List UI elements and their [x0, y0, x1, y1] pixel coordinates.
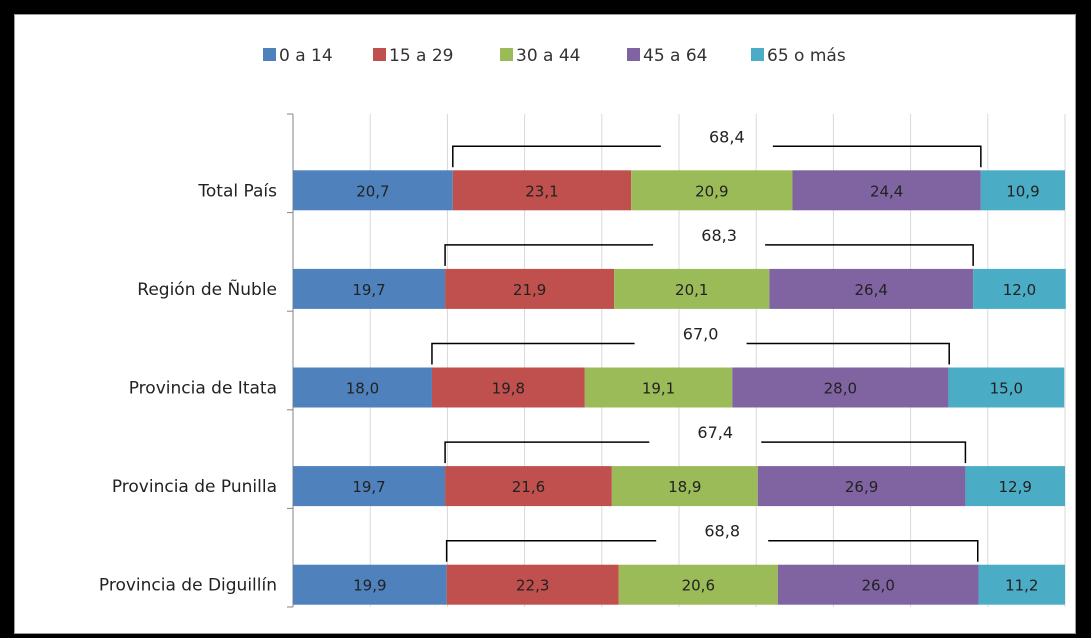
bracket-label-total-pais: 68,4 — [709, 127, 745, 146]
category-label-total-pais: Total País — [197, 181, 277, 201]
bracket-label-region-de-nuble: 68,3 — [701, 226, 737, 245]
data-label-provincia-de-itata-65-o-mas: 15,0 — [990, 380, 1023, 398]
bracket-label-provincia-de-itata: 67,0 — [683, 325, 719, 344]
bar-provincia-de-punilla-65-o-mas — [965, 466, 1065, 507]
data-label-total-pais-0-a-14: 20,7 — [356, 182, 389, 200]
data-label-region-de-nuble-0-a-14: 19,7 — [352, 281, 385, 299]
data-label-region-de-nuble-15-a-29: 21,9 — [513, 281, 546, 299]
data-label-provincia-de-diguillin-0-a-14: 19,9 — [353, 577, 386, 595]
bracket-left-provincia-de-itata — [431, 342, 635, 365]
bar-total-pais-45-a-64 — [792, 170, 981, 211]
data-label-provincia-de-diguillin-45-a-64: 26,0 — [861, 577, 894, 595]
data-label-provincia-de-diguillin-30-a-44: 20,6 — [682, 577, 715, 595]
legend-swatch-45-a-64 — [627, 48, 640, 61]
bar-region-de-nuble-45-a-64 — [769, 268, 974, 309]
legend-label-45-a-64: 45 a 64 — [643, 46, 708, 66]
bar-provincia-de-itata-45-a-64 — [732, 367, 949, 408]
bar-provincia-de-diguillin-0-a-14 — [293, 564, 447, 605]
bracket-left-region-de-nuble — [444, 244, 654, 266]
data-label-provincia-de-punilla-15-a-29: 21,6 — [512, 478, 545, 496]
legend-swatch-15-a-29 — [373, 48, 386, 61]
data-label-provincia-de-itata-15-a-29: 19,8 — [492, 380, 525, 398]
bar-region-de-nuble-30-a-44 — [614, 268, 770, 309]
data-label-total-pais-15-a-29: 23,1 — [525, 182, 558, 200]
bar-total-pais-65-o-mas — [980, 170, 1065, 211]
legend-label-0-a-14: 0 a 14 — [279, 46, 333, 66]
bracket-right-provincia-de-itata — [746, 342, 950, 365]
data-label-region-de-nuble-30-a-44: 20,1 — [675, 281, 708, 299]
category-label-region-de-nuble: Región de Ñuble — [137, 278, 277, 300]
data-label-provincia-de-punilla-65-o-mas: 12,9 — [999, 478, 1032, 496]
bracket-left-provincia-de-diguillin — [445, 539, 657, 562]
data-label-total-pais-65-o-mas: 10,9 — [1006, 182, 1039, 200]
data-label-provincia-de-itata-0-a-14: 18,0 — [346, 380, 379, 398]
bar-provincia-de-punilla-30-a-44 — [611, 466, 758, 507]
category-label-provincia-de-itata: Provincia de Itata — [129, 379, 277, 399]
bar-provincia-de-diguillin-15-a-29 — [446, 564, 619, 605]
bracket-right-provincia-de-diguillin — [768, 539, 979, 562]
stacked-bar-chart: 0 a 14 15 a 29 30 a 44 45 a 64 65 o más Total… — [99, 46, 1066, 608]
category-label-provincia-de-punilla: Provincia de Punilla — [112, 477, 277, 497]
legend-label-65-o-mas: 65 o más — [767, 46, 846, 66]
bracket-left-total-pais — [452, 145, 661, 168]
legend-swatch-0-a-14 — [263, 48, 276, 61]
bar-region-de-nuble-65-o-mas — [973, 268, 1066, 309]
data-label-provincia-de-itata-30-a-44: 19,1 — [642, 380, 675, 398]
bracket-right-total-pais — [772, 145, 982, 168]
bracket-label-provincia-de-punilla: 67,4 — [697, 423, 733, 442]
data-label-total-pais-45-a-64: 24,4 — [870, 182, 903, 200]
bar-total-pais-0-a-14 — [293, 170, 453, 211]
data-label-provincia-de-diguillin-15-a-29: 22,3 — [516, 577, 549, 595]
data-label-provincia-de-punilla-45-a-64: 26,9 — [845, 478, 878, 496]
legend-swatch-65-o-mas — [751, 48, 764, 61]
bar-provincia-de-itata-65-o-mas — [948, 367, 1065, 408]
bracket-label-provincia-de-diguillin: 68,8 — [704, 522, 740, 541]
data-label-provincia-de-diguillin-65-o-mas: 11,2 — [1005, 577, 1038, 595]
bracket-right-provincia-de-punilla — [761, 441, 967, 464]
bar-provincia-de-punilla-15-a-29 — [445, 466, 612, 507]
bar-provincia-de-diguillin-65-o-mas — [978, 564, 1065, 605]
bar-region-de-nuble-0-a-14 — [293, 268, 446, 309]
bracket-left-provincia-de-punilla — [444, 441, 650, 464]
bar-provincia-de-itata-15-a-29 — [431, 367, 585, 408]
bar-provincia-de-diguillin-45-a-64 — [777, 564, 979, 605]
bar-provincia-de-itata-30-a-44 — [584, 367, 733, 408]
legend-swatch-30-a-44 — [500, 48, 513, 61]
bar-provincia-de-diguillin-30-a-44 — [618, 564, 778, 605]
bar-region-de-nuble-15-a-29 — [445, 268, 615, 309]
chart-frame: 0 a 14 15 a 29 30 a 44 45 a 64 65 o más Total… — [14, 14, 1076, 634]
bar-total-pais-15-a-29 — [452, 170, 632, 211]
bracket-right-region-de-nuble — [765, 244, 974, 266]
category-label-provincia-de-diguillin: Provincia de Diguillín — [99, 576, 277, 596]
data-label-provincia-de-itata-45-a-64: 28,0 — [824, 380, 857, 398]
bar-provincia-de-itata-0-a-14 — [293, 367, 432, 408]
bar-provincia-de-punilla-45-a-64 — [757, 466, 966, 507]
data-label-region-de-nuble-45-a-64: 26,4 — [855, 281, 888, 299]
data-label-total-pais-30-a-44: 20,9 — [695, 182, 728, 200]
legend-label-30-a-44: 30 a 44 — [516, 46, 581, 66]
data-label-provincia-de-punilla-0-a-14: 19,7 — [352, 478, 385, 496]
legend-label-15-a-29: 15 a 29 — [389, 46, 454, 66]
bar-provincia-de-punilla-0-a-14 — [293, 466, 446, 507]
data-label-provincia-de-punilla-30-a-44: 18,9 — [668, 478, 701, 496]
data-label-region-de-nuble-65-o-mas: 12,0 — [1003, 281, 1036, 299]
bar-total-pais-30-a-44 — [631, 170, 793, 211]
